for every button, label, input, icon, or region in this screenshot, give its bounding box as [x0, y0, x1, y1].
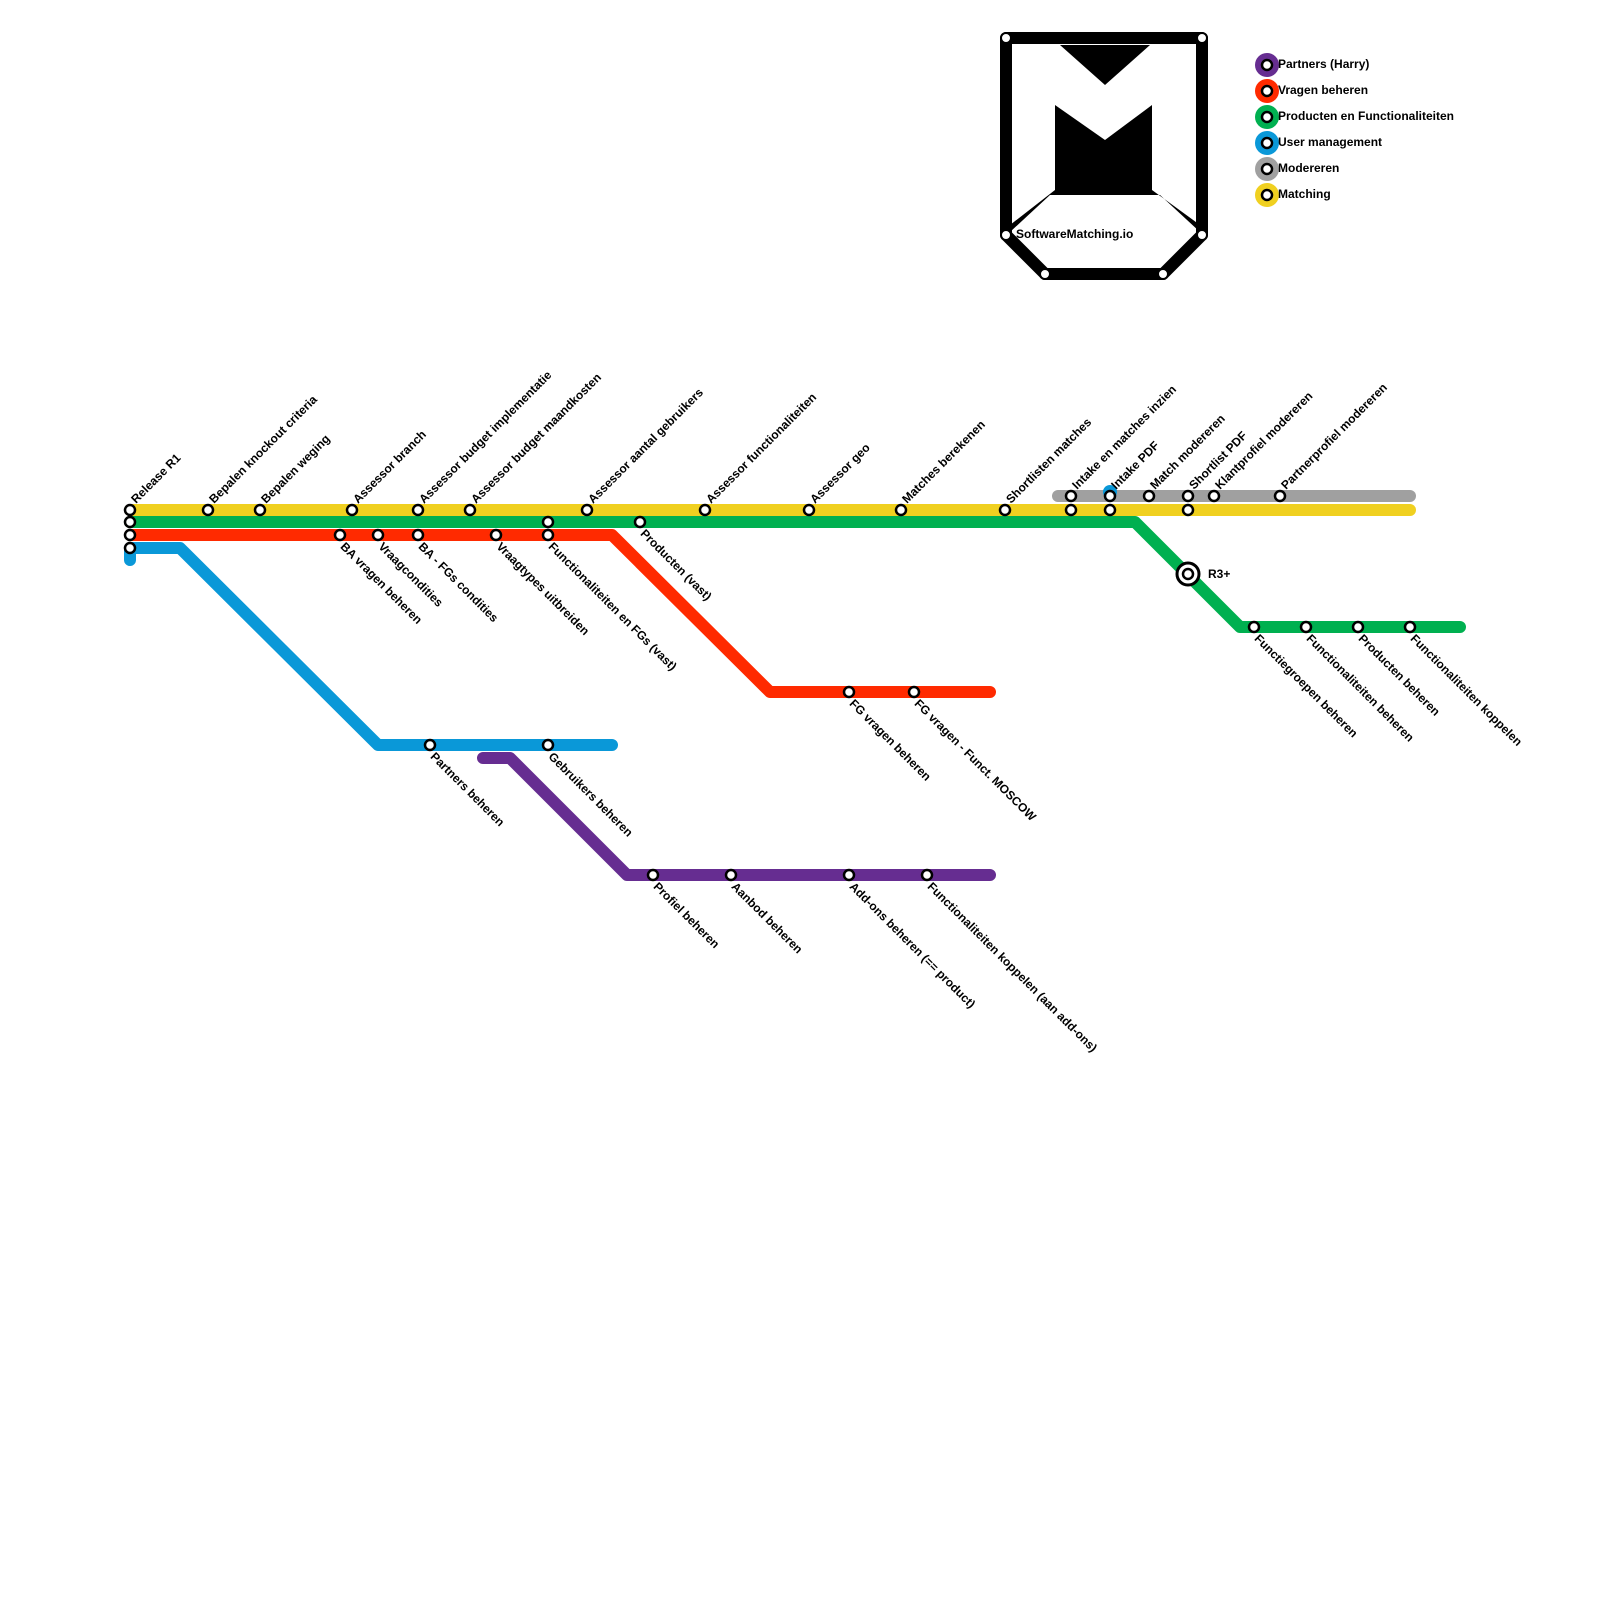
station [371, 528, 385, 542]
logo: SoftwareMatching.io [1000, 32, 1208, 280]
station [580, 503, 594, 517]
station-label: Profiel beheren [651, 879, 723, 951]
station [1247, 620, 1261, 634]
station [541, 528, 555, 542]
station-label: Assessor functionaliteiten [703, 390, 819, 506]
station [1142, 489, 1156, 503]
station-label: Add-ons beheren (== product) [847, 879, 979, 1011]
interchange-label: R3+ [1208, 567, 1230, 581]
station [698, 503, 712, 517]
station [1351, 620, 1365, 634]
station [541, 738, 555, 752]
station [998, 503, 1012, 517]
legend-label: Producten en Functionaliteiten [1278, 109, 1454, 123]
station-label: FG vragen - Funct. MOSCOW [912, 696, 1040, 824]
interchange-inner [1181, 567, 1195, 581]
legend: Partners (Harry) Vragen beheren Producten … [1255, 53, 1454, 207]
logo-text: SoftwareMatching.io [1016, 227, 1133, 241]
station [123, 503, 137, 517]
legend-station [1260, 136, 1274, 150]
legend-station [1260, 58, 1274, 72]
station-label: Vraagtypes uitbreiden [494, 539, 593, 638]
legend-station [1260, 84, 1274, 98]
station-label: Release R1 [128, 451, 183, 506]
station [201, 503, 215, 517]
station [345, 503, 359, 517]
station [411, 528, 425, 542]
station [842, 685, 856, 699]
legend-label: User management [1278, 135, 1382, 149]
station [1103, 503, 1117, 517]
station [463, 503, 477, 517]
station-label: Bepalen knockout criteria [206, 392, 320, 506]
station [633, 515, 647, 529]
station [489, 528, 503, 542]
station [907, 685, 921, 699]
station-label: Functionaliteiten beheren [1304, 631, 1417, 744]
stations: Release R1 Bepalen knockout criteriaBepal… [123, 368, 1525, 1055]
legend-station [1260, 188, 1274, 202]
station [894, 503, 908, 517]
legend-station [1260, 162, 1274, 176]
line-partners [477, 752, 996, 881]
station [1064, 489, 1078, 503]
station [411, 503, 425, 517]
station [423, 738, 437, 752]
legend-label: Partners (Harry) [1278, 57, 1369, 71]
station [1064, 503, 1078, 517]
legend-station [1260, 110, 1274, 124]
station [920, 868, 934, 882]
station-label: Aanbod beheren [729, 879, 806, 956]
station [123, 541, 137, 555]
station [1299, 620, 1313, 634]
station [1181, 503, 1195, 517]
station-label: Assessor geo [807, 441, 873, 507]
station-label: Assessor aantal gebruikers [585, 385, 706, 506]
station [724, 868, 738, 882]
station [541, 515, 555, 529]
station [1103, 489, 1117, 503]
station [802, 503, 816, 517]
station [1403, 620, 1417, 634]
station [333, 528, 347, 542]
station [1273, 489, 1287, 503]
legend-label: Vragen beheren [1278, 83, 1368, 97]
legend-label: Modereren [1278, 161, 1339, 175]
station [1207, 489, 1221, 503]
legend-label: Matching [1278, 187, 1331, 201]
station-label: Matches berekenen [899, 417, 988, 506]
station [123, 528, 137, 542]
station [253, 503, 267, 517]
line-vragen [124, 529, 996, 698]
station [646, 868, 660, 882]
station-label: Functionaliteiten koppelen (aan add-ons) [925, 879, 1100, 1054]
station-label: Gebruikers beheren [546, 749, 636, 839]
station [123, 515, 137, 529]
lines [124, 485, 1466, 881]
station [842, 868, 856, 882]
station [1181, 489, 1195, 503]
station-label: Functiegroepen beheren [1252, 631, 1361, 740]
station-label: Partnerprofiel modereren [1278, 380, 1390, 492]
